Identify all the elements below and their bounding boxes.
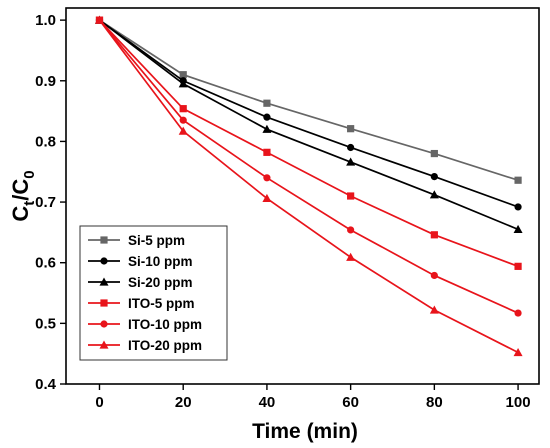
data-point xyxy=(514,203,522,211)
data-point xyxy=(179,116,187,124)
y-tick-label: 0.6 xyxy=(35,255,56,272)
y-tick-label: 0.9 xyxy=(35,73,56,90)
legend-label: ITO-20 ppm xyxy=(128,338,202,353)
legend-marker xyxy=(100,320,108,328)
series-ito-20-ppm xyxy=(94,15,523,357)
data-point xyxy=(179,71,187,79)
legend-label: ITO-5 ppm xyxy=(128,296,195,311)
x-tick-label: 80 xyxy=(426,394,443,411)
y-axis-title: Ct/C0 xyxy=(8,170,38,221)
legend-label: ITO-10 ppm xyxy=(128,317,202,332)
y-tick-label: 0.5 xyxy=(35,315,56,332)
legend-item: Si-5 ppm xyxy=(88,233,185,248)
series-si-20-ppm xyxy=(94,15,523,233)
data-point xyxy=(430,271,438,280)
data-point xyxy=(262,124,272,133)
x-tick-label: 0 xyxy=(95,394,103,411)
data-point xyxy=(429,305,439,314)
data-point xyxy=(263,113,271,121)
series-si-10-ppm xyxy=(95,16,522,211)
data-point xyxy=(347,143,355,152)
data-point xyxy=(430,231,438,239)
data-point xyxy=(263,148,271,156)
series-line xyxy=(98,19,519,231)
legend-box xyxy=(79,225,228,361)
legend-label: Si-5 ppm xyxy=(128,233,185,248)
legend-item: ITO-10 ppm xyxy=(88,317,202,332)
data-point xyxy=(430,172,438,181)
x-axis-title: Time (min) xyxy=(252,420,358,443)
series-line xyxy=(99,19,519,182)
y-tick-label: 1.0 xyxy=(35,12,56,29)
y-axis-title-sub1: t xyxy=(21,201,38,206)
svg-text:Ct/C0: Ct/C0 xyxy=(8,170,38,221)
legend-item: Si-20 ppm xyxy=(88,275,193,290)
data-point xyxy=(429,190,439,199)
legend-marker xyxy=(100,236,108,244)
legend-label: Si-10 ppm xyxy=(128,254,193,269)
data-point xyxy=(514,309,522,317)
data-point xyxy=(179,105,187,113)
data-point xyxy=(514,176,522,184)
series-line xyxy=(98,19,519,208)
legend-marker xyxy=(99,277,109,286)
legend-label: Si-20 ppm xyxy=(128,275,193,290)
series-line xyxy=(98,19,519,314)
series-line xyxy=(98,19,519,268)
data-point xyxy=(346,252,356,261)
data-point xyxy=(513,347,523,357)
data-point xyxy=(263,99,271,107)
data-point xyxy=(262,193,272,203)
x-tick-label: 60 xyxy=(342,394,359,411)
data-point xyxy=(347,192,355,200)
legend-marker xyxy=(100,257,108,265)
data-point xyxy=(430,149,438,158)
x-tick-label: 40 xyxy=(259,394,276,411)
y-axis-title-main: C xyxy=(8,206,33,222)
data-point xyxy=(514,262,522,270)
series-line xyxy=(98,19,519,354)
data-point xyxy=(94,15,104,24)
legend-item: ITO-5 ppm xyxy=(88,296,195,311)
data-point xyxy=(178,79,188,88)
y-axis-title-sep: /C xyxy=(8,179,33,201)
legend: Si-5 ppm Si-10 ppm Si-20 ppm ITO-5 ppm ITO-1… xyxy=(79,225,228,361)
data-point xyxy=(347,226,355,234)
data-point xyxy=(347,125,355,133)
data-point xyxy=(263,174,271,182)
y-tick-label: 0.8 xyxy=(35,133,56,150)
legend-item: ITO-20 ppm xyxy=(88,338,202,353)
legend-marker xyxy=(100,299,108,307)
data-point xyxy=(346,157,356,166)
x-tick-label: 100 xyxy=(506,394,531,411)
data-point xyxy=(178,126,188,135)
legend-marker xyxy=(99,340,109,349)
legend-item: Si-10 ppm xyxy=(88,254,193,269)
y-tick-label: 0.7 xyxy=(35,194,56,211)
x-tick-label: 20 xyxy=(175,394,192,411)
plot-frame xyxy=(65,7,540,385)
y-axis-title-sub2: 0 xyxy=(21,170,38,178)
data-point xyxy=(513,224,523,233)
y-tick-label: 0.4 xyxy=(35,376,57,393)
